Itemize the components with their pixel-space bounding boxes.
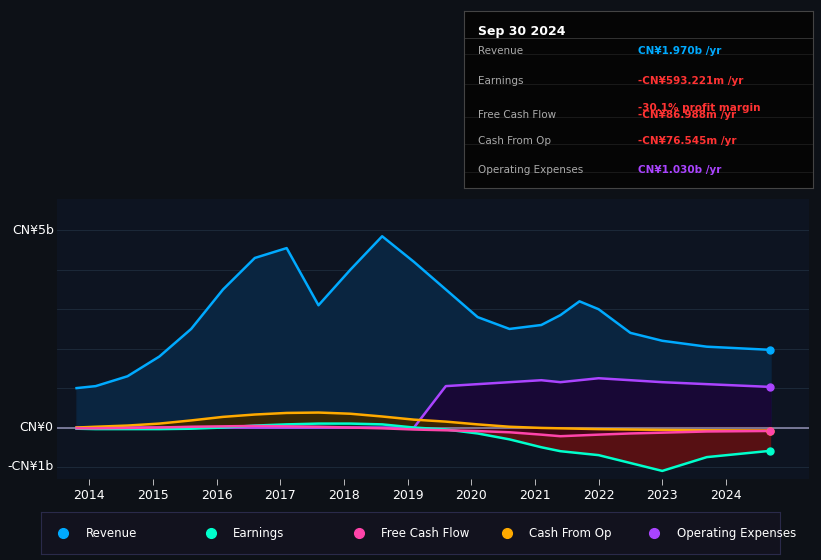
- Text: -CN¥86.988m /yr: -CN¥86.988m /yr: [639, 110, 736, 120]
- Text: Earnings: Earnings: [233, 527, 285, 540]
- Text: CN¥1.030b /yr: CN¥1.030b /yr: [639, 165, 722, 175]
- Text: Cash From Op: Cash From Op: [478, 137, 551, 147]
- Text: Cash From Op: Cash From Op: [529, 527, 611, 540]
- Text: -CN¥593.221m /yr: -CN¥593.221m /yr: [639, 77, 744, 86]
- Text: Revenue: Revenue: [85, 527, 137, 540]
- Text: -CN¥76.545m /yr: -CN¥76.545m /yr: [639, 137, 736, 147]
- Text: -CN¥1b: -CN¥1b: [7, 460, 53, 473]
- Text: CN¥5b: CN¥5b: [11, 224, 53, 237]
- Text: CN¥1.970b /yr: CN¥1.970b /yr: [639, 46, 722, 57]
- Text: Operating Expenses: Operating Expenses: [677, 527, 796, 540]
- Text: Free Cash Flow: Free Cash Flow: [478, 110, 556, 120]
- Text: Revenue: Revenue: [478, 46, 523, 57]
- Text: Earnings: Earnings: [478, 77, 523, 86]
- Text: Sep 30 2024: Sep 30 2024: [478, 25, 566, 38]
- Text: -30.1% profit margin: -30.1% profit margin: [639, 103, 761, 113]
- Text: CN¥0: CN¥0: [20, 421, 53, 434]
- Text: Operating Expenses: Operating Expenses: [478, 165, 583, 175]
- Text: Free Cash Flow: Free Cash Flow: [381, 527, 470, 540]
